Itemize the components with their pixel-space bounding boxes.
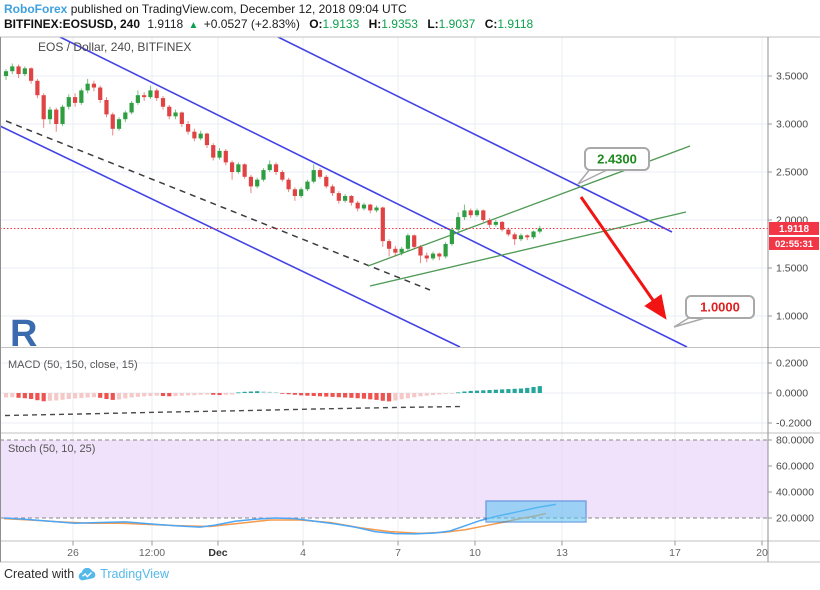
- open-value: 1.9133: [322, 17, 360, 31]
- svg-text:26: 26: [67, 547, 79, 559]
- symbol-label: BITFINEX:EOSUSD, 240: [4, 17, 141, 31]
- stoch-band: [0, 440, 768, 518]
- svg-text:20: 20: [756, 547, 768, 559]
- close-value: 1.9118: [497, 17, 534, 31]
- stoch-highlight-box[interactable]: [485, 500, 587, 523]
- roboforex-watermark: R: [10, 313, 37, 355]
- low-label: L:: [427, 17, 439, 31]
- svg-text:13: 13: [556, 547, 568, 559]
- price-scale[interactable]: 3.50003.00002.50002.00001.50001.00000.20…: [768, 71, 819, 525]
- time-axis[interactable]: 26 12:00 Dec 4 7 10 13 17 20: [67, 541, 768, 559]
- high-value: 1.9353: [381, 17, 418, 31]
- price-pane: R: [0, 37, 768, 355]
- pane-title-price: EOS / Dollar, 240, BITFINEX: [38, 40, 191, 54]
- svg-text:2.4300: 2.4300: [597, 152, 637, 167]
- candles: [3, 63, 542, 264]
- macd-signal-line: [4, 405, 463, 417]
- svg-text:40.0000: 40.0000: [776, 487, 814, 499]
- svg-text:0.2000: 0.2000: [776, 358, 808, 370]
- chart-canvas[interactable]: R 2.4300 1.0000 EOS / Dollar, 240, BITFINEX…: [0, 34, 820, 564]
- svg-text:3.0000: 3.0000: [776, 119, 808, 131]
- svg-text:0.0000: 0.0000: [776, 388, 808, 400]
- change-text: +0.0527 (+2.83%): [203, 17, 300, 31]
- open-label: O:: [309, 17, 323, 31]
- svg-text:4: 4: [300, 547, 306, 559]
- up-triangle-icon: ▲: [188, 20, 199, 31]
- blue-channel-line: [0, 125, 461, 348]
- publish-header: RoboForex published on TradingView.com, …: [4, 2, 533, 33]
- svg-text:3.5000: 3.5000: [776, 71, 808, 83]
- svg-text:10: 10: [469, 547, 481, 559]
- stoch-pane: [0, 439, 768, 535]
- svg-text:2.5000: 2.5000: [776, 167, 808, 179]
- svg-text:1.5000: 1.5000: [776, 263, 808, 275]
- svg-text:1.0000: 1.0000: [700, 300, 740, 315]
- tradingview-link[interactable]: TradingView: [100, 567, 169, 581]
- last-price-tag: [769, 221, 819, 235]
- svg-text:1.9118: 1.9118: [779, 224, 809, 235]
- chart-area: R 2.4300 1.0000 EOS / Dollar, 240, BITFINEX…: [0, 34, 820, 564]
- svg-text:60.0000: 60.0000: [776, 461, 814, 473]
- countdown-tag: [769, 236, 819, 250]
- publish-info-line: RoboForex published on TradingView.com, …: [4, 2, 533, 16]
- footer: Created with TradingView: [4, 567, 169, 581]
- close-label: C:: [484, 17, 498, 31]
- price-callout: 2.4300: [577, 147, 650, 185]
- green-channel-line: [369, 211, 687, 287]
- svg-text:80.0000: 80.0000: [776, 435, 814, 447]
- svg-text:7: 7: [395, 547, 401, 559]
- price-callout: 1.0000: [673, 295, 755, 328]
- blue-channel-line: [59, 37, 688, 348]
- high-label: H:: [368, 17, 382, 31]
- macd-pane: [3, 386, 542, 417]
- svg-text:20.0000: 20.0000: [776, 513, 814, 525]
- blue-channel-line: [277, 37, 673, 233]
- svg-text:1.0000: 1.0000: [776, 311, 808, 323]
- svg-text:Dec: Dec: [208, 547, 227, 559]
- pane-title-stoch: Stoch (50, 10, 25): [8, 443, 95, 455]
- author-link[interactable]: RoboForex: [4, 2, 68, 16]
- created-with-text: Created with: [4, 567, 75, 581]
- last-price-text: 1.9118: [147, 17, 184, 31]
- svg-text:-0.2000: -0.2000: [776, 418, 812, 430]
- svg-text:12:00: 12:00: [139, 547, 165, 559]
- svg-text:02:55:31: 02:55:31: [775, 239, 814, 250]
- tradingview-cloud-icon: [78, 567, 96, 580]
- published-text: published on TradingView.com, December 1…: [70, 2, 407, 16]
- low-value: 1.9037: [438, 17, 476, 31]
- svg-text:17: 17: [669, 547, 681, 559]
- stoch-k-line: [3, 503, 557, 535]
- forecast-arrow: [579, 196, 667, 320]
- ticker-line: BITFINEX:EOSUSD, 240 1.9118 ▲ +0.0527 (+…: [4, 17, 533, 33]
- pane-title-macd: MACD (50, 150, close, 15): [8, 359, 138, 371]
